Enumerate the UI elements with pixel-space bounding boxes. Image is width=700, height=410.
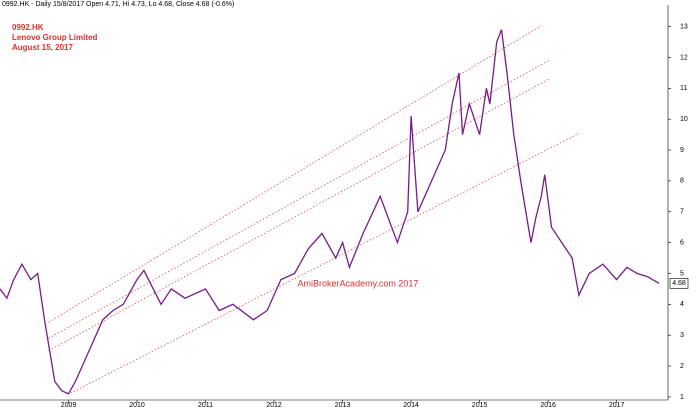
y-tick-label: 11 [680, 85, 687, 92]
y-tick-label: 7 [680, 209, 684, 216]
x-tick-label: 2012 [266, 402, 282, 409]
y-tick-label: 13 [680, 23, 688, 30]
y-tick-label: 8 [680, 178, 684, 185]
y-tick-label: 6 [680, 239, 684, 246]
chart-subtitle: Lenovo Group Limited [12, 33, 97, 42]
y-tick-label: 12 [680, 54, 688, 61]
chart-date: August 15, 2017 [12, 43, 73, 52]
trend-line [48, 25, 542, 323]
x-tick-label: 2010 [129, 402, 145, 409]
y-tick-label: 9 [680, 147, 684, 154]
x-tick-label: 2011 [198, 402, 213, 409]
y-tick-label: 2 [680, 363, 684, 370]
watermark: AmiBrokerAcademy.com 2017 [298, 278, 419, 288]
x-tick-label: 2014 [403, 402, 419, 409]
x-tick-label: 2017 [609, 402, 625, 409]
trend-line [48, 78, 549, 351]
price-line [0, 29, 660, 395]
trend-line [70, 133, 580, 394]
chart-title: 0992.HK [12, 23, 44, 32]
trend-line [48, 60, 549, 339]
x-tick-label: 2009 [61, 402, 77, 409]
y-tick-label: 10 [680, 116, 688, 123]
last-price-tag [669, 278, 689, 289]
y-tick-label: 1 [680, 394, 684, 401]
last-price-label: 4.68 [672, 280, 686, 287]
chart-header: 0992.HK - Daily 15/8/2017 Open 4.71, Hi … [2, 1, 234, 8]
y-tick-label: 3 [680, 332, 684, 339]
y-tick-label: 4 [680, 301, 684, 308]
y-tick-label: 5 [680, 270, 684, 277]
x-tick-label: 2013 [335, 402, 351, 409]
x-tick-label: 2015 [472, 402, 488, 409]
x-tick-label: 2016 [540, 402, 556, 409]
